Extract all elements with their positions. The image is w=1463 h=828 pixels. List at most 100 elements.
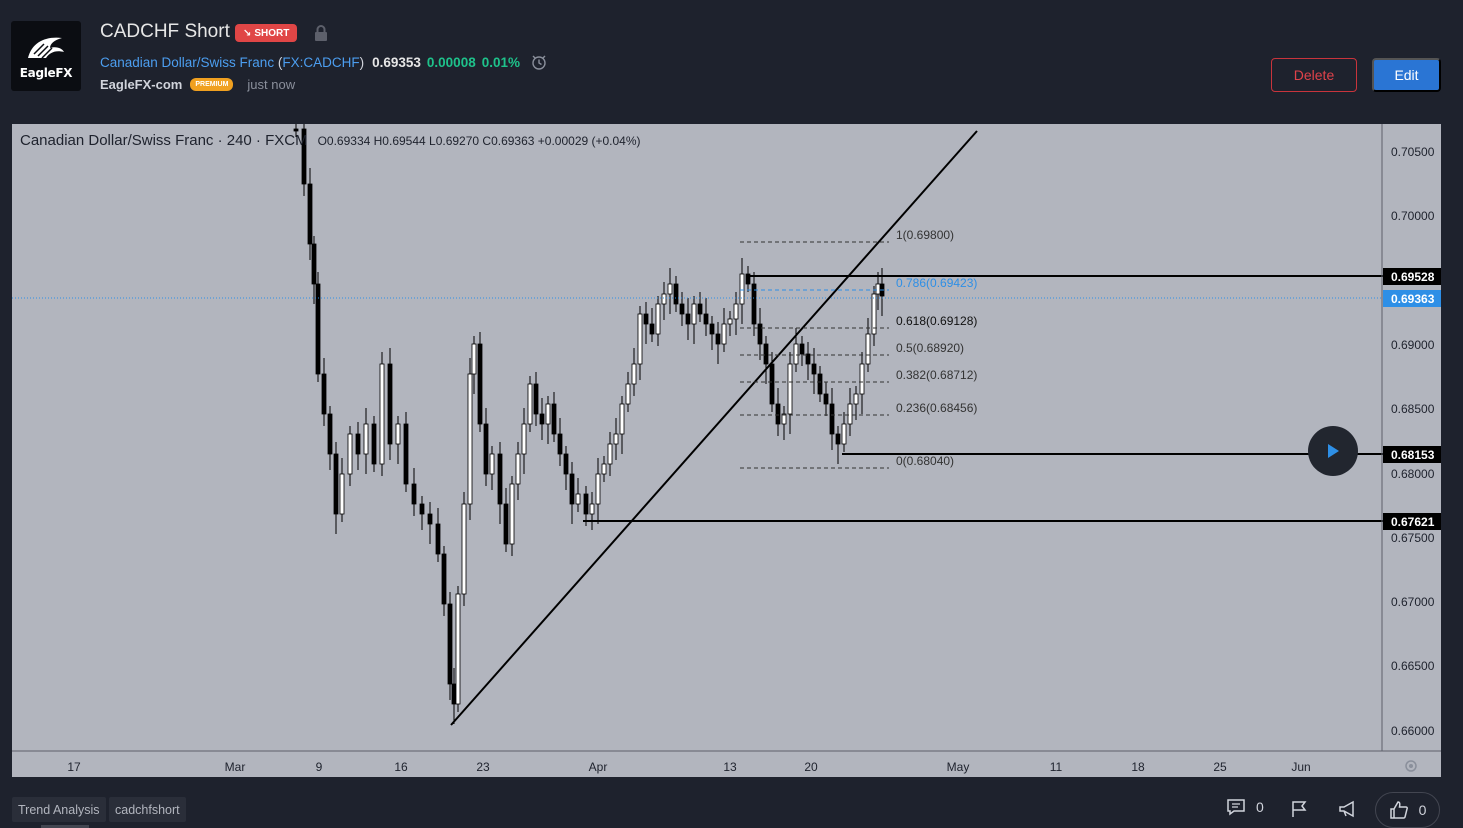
author-name-link[interactable]: EagleFX-com [100,77,183,92]
flag-icon[interactable] [1290,800,1308,818]
x-tick: May [947,760,970,774]
publish-time: just now [247,77,296,92]
comments-button[interactable]: 0 [1226,798,1264,816]
candlesticks [293,124,885,724]
tab-underline [41,825,89,828]
candle-body [447,603,453,685]
candle-body [721,323,727,345]
candle-body [853,393,859,405]
candle-body [347,433,353,475]
candle-body [489,453,495,475]
symbol-name-link[interactable]: Canadian Dollar/Swiss Franc [100,54,275,70]
candle-body [321,373,327,415]
candle-body [467,373,473,505]
like-button[interactable]: 0 [1375,792,1440,828]
candle-body [847,403,853,425]
price-tag-box [1383,446,1441,463]
candle-body [631,363,637,385]
play-replay-button[interactable] [1308,426,1358,476]
symbol-code-link[interactable]: FX:CADCHF [282,54,360,70]
trendline[interactable] [450,130,978,726]
play-icon [1328,444,1339,458]
tag-trend-analysis[interactable]: Trend Analysis [12,797,106,822]
current-price-tag-box [1383,290,1441,307]
logo-text: EagleFX [19,66,73,80]
arrow-down-right-icon: ↘ [243,27,252,39]
fib-label-0786: 0.786(0.69423) [896,276,977,290]
candle-body [355,433,361,455]
candle-body [551,403,557,435]
delete-button[interactable]: Delete [1271,58,1357,92]
candle-body [477,343,483,425]
y-tick: 0.68500 [1391,402,1435,416]
chart-svg[interactable]: 1(0.69800) 0.786(0.69423) 0.618(0.69128)… [12,124,1441,777]
candle-body [835,433,841,445]
chart-ohlc: O0.69334 H0.69544 L0.69270 C0.69363 +0.0… [317,134,641,148]
candle-body [775,403,781,425]
x-tick: 13 [723,760,737,774]
candle-body [841,423,847,445]
candle-body [655,303,661,335]
candle-body [781,413,787,425]
candle-body [649,323,655,335]
premium-badge: PREMIUM [190,78,234,91]
candle-body [569,473,575,505]
candle-body [583,493,589,515]
y-tick: 0.68000 [1391,467,1435,481]
candle-body [483,423,489,475]
author-logo[interactable]: EagleFX [11,21,81,91]
candle-body [685,313,691,325]
candle-body [667,283,673,295]
chart-area[interactable]: 1(0.69800) 0.786(0.69423) 0.618(0.69128)… [12,124,1441,777]
candle-body [521,423,527,455]
candle-body [575,493,581,505]
fib-label-0382: 0.382(0.68712) [896,368,977,382]
fib-label-1: 1(0.69800) [896,228,954,242]
candle-body [661,293,667,305]
candle-body [823,393,829,405]
megaphone-icon[interactable] [1338,800,1358,818]
candle-body [673,283,679,305]
candle-body [727,318,733,325]
price-tag-box [1383,513,1441,530]
last-price: 0.69353 [372,54,421,70]
candle-body [503,503,509,545]
candle-body [315,283,321,375]
tag-cadchfshort[interactable]: cadchfshort [109,797,186,822]
candle-body [613,433,619,445]
current-price-tag: 0.69363 [1391,292,1435,306]
candle-body [817,373,823,395]
candle-body [527,383,533,425]
alarm-clock-icon[interactable] [530,53,548,71]
candle-body [787,363,793,415]
candle-body [455,593,461,705]
candle-body [427,513,433,525]
eagle-icon [28,37,64,59]
candle-body [497,453,503,505]
candle-body [601,463,607,475]
candle-body [595,473,601,505]
fib-label-0: 0(0.68040) [896,454,954,468]
chart-legend: Canadian Dollar/Swiss Franc · 240 · FXCM… [20,132,641,149]
edit-button[interactable]: Edit [1372,58,1441,92]
candle-body [307,183,313,245]
fib-retracement[interactable] [740,241,889,469]
short-badge: ↘ SHORT [235,24,298,42]
candle-body [387,363,393,445]
symbol-line: Canadian Dollar/Swiss Franc (FX:CADCHF) … [100,53,548,71]
candle-body [509,483,515,545]
candle-body [557,433,563,455]
candle-body [333,453,339,515]
x-tick: Jun [1291,760,1310,774]
candle-body [715,333,721,345]
comment-icon [1227,799,1245,816]
y-tick: 0.67500 [1391,531,1435,545]
symbol-paren-close: ) [359,54,365,70]
y-tick: 0.66500 [1391,659,1435,673]
price-axis[interactable] [1383,124,1441,751]
settings-gear-icon[interactable] [1405,760,1417,772]
candle-body [607,443,613,465]
candle-body [703,313,709,325]
candle-body [619,403,625,435]
price-tag-box [1383,268,1441,285]
